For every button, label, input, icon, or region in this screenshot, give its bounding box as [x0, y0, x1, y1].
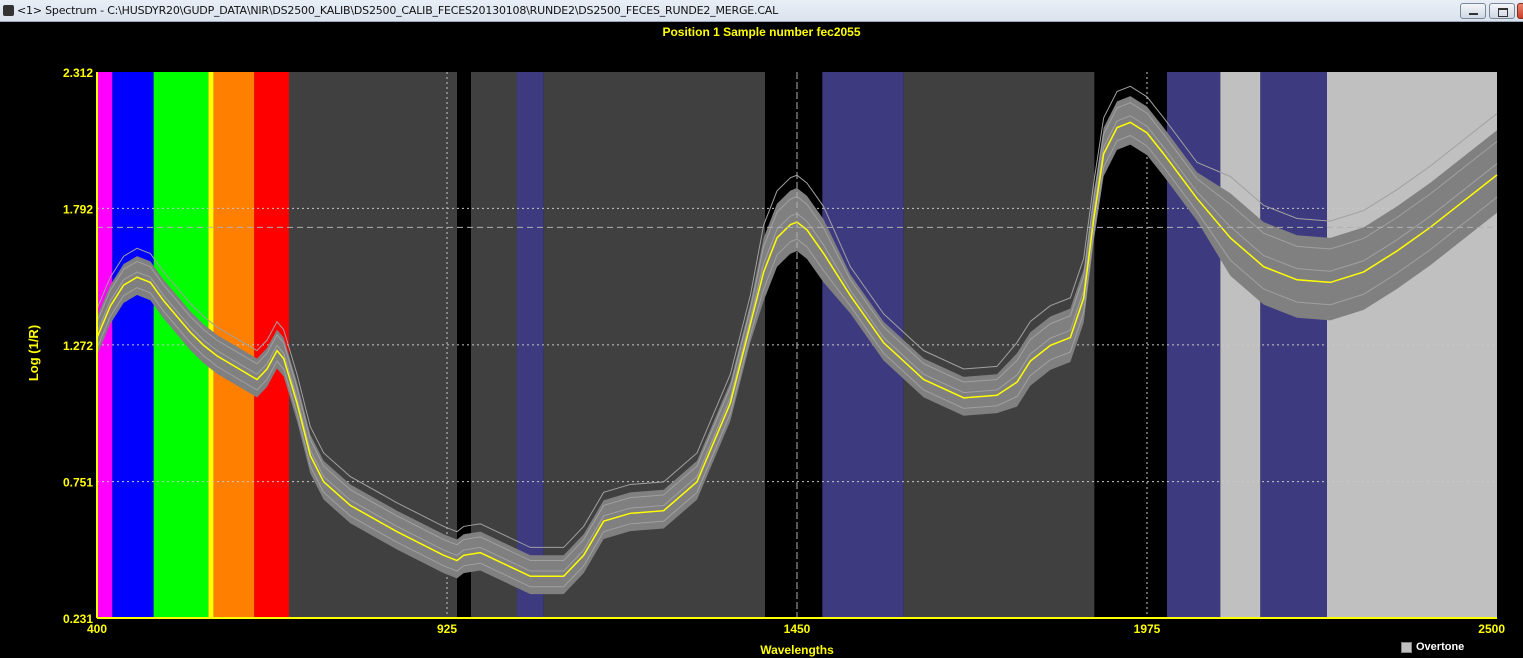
y-tick-label-1: 0.751 — [63, 476, 93, 490]
x-axis-label: Wavelengths — [760, 643, 834, 657]
sample-spectrum-line-0 — [96, 134, 1498, 588]
y-tick-label-3: 1.792 — [63, 202, 93, 216]
minimize-button[interactable] — [1460, 3, 1486, 19]
axes — [96, 72, 1497, 619]
checkbox-icon[interactable] — [1401, 641, 1412, 653]
maximize-button[interactable] — [1489, 3, 1515, 19]
x-tick-label-4: 2500 — [1478, 622, 1505, 636]
x-tick-labels: 400 925 1450 1975 2500 — [87, 622, 1505, 636]
y-tick-label-2: 1.272 — [63, 339, 93, 353]
mean-spectrum — [96, 121, 1498, 578]
cursor-crosshair — [97, 72, 1497, 618]
x-tick-label-3: 1975 — [1134, 622, 1161, 636]
x-tick-label-0: 400 — [87, 622, 107, 636]
y-tick-label-0: 0.231 — [63, 612, 93, 626]
x-tick-label-1: 925 — [437, 622, 457, 636]
y-tick-label-4: 2.312 — [63, 66, 93, 80]
sample-spectrum-line-3 — [96, 85, 1498, 548]
overtone-label: Overtone — [1416, 641, 1465, 653]
close-button[interactable] — [1517, 3, 1523, 19]
app-icon — [3, 5, 14, 16]
mean-spectrum-line — [96, 121, 1498, 578]
y-tick-labels: 0.231 0.751 1.272 1.792 2.312 — [63, 66, 93, 626]
region-band-9 — [543, 72, 765, 618]
region-band-8 — [517, 72, 544, 618]
region-band-13 — [1220, 72, 1261, 618]
sample-spectrum-line-1 — [96, 115, 1498, 572]
x-tick-label-2: 1450 — [784, 622, 811, 636]
y-axis-label: Log (1/R) — [26, 325, 41, 381]
spectrum-chart[interactable]: 0.231 0.751 1.272 1.792 2.312 400 925 1450 1975… — [0, 41, 1523, 658]
chart-subtitle: Position 1 Sample number fec2055 — [662, 25, 861, 39]
window-title: <1> Spectrum - C:\HUSDYR20\GUDP_DATA\NIR… — [17, 4, 779, 17]
overtone-checkbox[interactable]: Overtone — [1401, 641, 1464, 653]
sample-spectrum-line-2 — [96, 102, 1498, 562]
window-titlebar: <1> Spectrum - C:\HUSDYR20\GUDP_DATA\NIR… — [0, 0, 1523, 22]
